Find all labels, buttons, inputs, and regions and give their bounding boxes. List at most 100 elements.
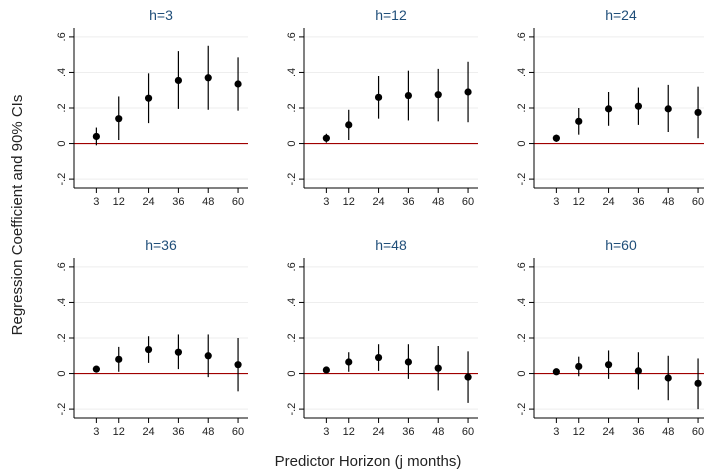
panel-4-point-5: [204, 352, 212, 360]
panel-5-x-tick-label-5: 60: [462, 426, 474, 438]
panel-1-point-2: [115, 115, 123, 123]
panel-4-x-tick-label-5: 60: [232, 426, 244, 438]
panel-1-x-tick-label-0: 3: [93, 196, 99, 208]
panel-6-x-tick-label-4: 48: [662, 426, 674, 438]
panel-5-x-tick-label-2: 24: [372, 426, 384, 438]
panel-1-x-tick-label-1: 12: [113, 196, 125, 208]
panel-6-x-tick-label-2: 24: [602, 426, 614, 438]
panel-3-x-tick-label-4: 48: [662, 196, 674, 208]
panel-3-point-5: [664, 105, 672, 113]
panel-2-point-6: [464, 88, 472, 96]
panel-6-point-6: [694, 379, 702, 387]
panel-3-x-tick-label-5: 60: [692, 196, 704, 208]
panel-6-y-tick-label-3: .4: [516, 298, 528, 307]
panel-5-point-6: [464, 373, 472, 381]
panel-5-x-tick-label-3: 36: [402, 426, 414, 438]
panel-4-title: h=36: [145, 237, 177, 253]
panel-6-x-tick-label-5: 60: [692, 426, 704, 438]
panel-1-point-3: [144, 94, 153, 102]
panel-2-x-tick-label-3: 36: [402, 196, 414, 208]
x-axis-title: Predictor Horizon (j months): [275, 453, 462, 470]
panel-4-y-tick-label-4: .6: [56, 262, 68, 271]
panel-6-title: h=60: [605, 237, 637, 253]
panel-2: h=12 -.2 0 .2 .4 .6 3 12 24 36 48 60: [286, 7, 478, 208]
panel-4-x-tick-label-0: 3: [93, 426, 99, 438]
panel-6-y-tick-label-0: -.2: [516, 403, 528, 416]
panel-2-x-tick-label-1: 12: [343, 196, 355, 208]
panel-6-point-2: [575, 362, 583, 371]
panel-5-x-tick-label-4: 48: [432, 426, 444, 438]
panel-5-point-1: [322, 366, 330, 374]
panel-5-y-tick-label-3: .4: [286, 298, 298, 307]
panel-5-point-4: [404, 358, 412, 366]
panel-6-x-tick-label-3: 36: [632, 426, 644, 438]
panel-2-point-1: [322, 134, 330, 142]
panel-3-x-tick-label-3: 36: [632, 196, 644, 208]
panel-3-point-1: [552, 134, 560, 142]
panel-6-point-3: [604, 361, 613, 369]
panel-grid: h=3 -.2 0 .2 .4 .6 3 12 24 36 48 60 h=12 -.2 0 .2 .4 .6 3 1…: [56, 7, 704, 438]
panel-3-x-tick-label-2: 24: [602, 196, 614, 208]
panel-2-y-tick-label-4: .6: [286, 32, 298, 41]
panel-2-y-tick-label-2: .2: [286, 103, 298, 112]
panel-4-y-tick-label-3: .4: [56, 298, 68, 307]
panel-1: h=3 -.2 0 .2 .4 .6 3 12 24 36 48 60: [56, 7, 248, 208]
panel-3-y-tick-label-4: .6: [516, 32, 528, 41]
panel-4-x-tick-label-1: 12: [113, 426, 125, 438]
panel-4-y-tick-label-0: -.2: [56, 403, 68, 416]
panel-3-y-tick-label-2: .2: [516, 103, 528, 112]
panel-3-point-2: [575, 117, 583, 125]
panel-2-title: h=12: [375, 7, 407, 23]
panel-1-y-tick-label-3: .4: [56, 68, 68, 77]
panel-6-x-tick-label-1: 12: [573, 426, 585, 438]
panel-2-point-3: [374, 93, 383, 101]
panel-3-point-4: [634, 102, 643, 110]
panel-6-y-tick-label-1: 0: [516, 370, 528, 376]
panel-4-point-4: [174, 348, 182, 356]
panel-1-title: h=3: [149, 7, 173, 23]
panel-1-x-tick-label-5: 60: [232, 196, 244, 208]
panel-5-point-5: [434, 364, 442, 372]
panel-1-point-6: [234, 80, 242, 88]
panel-3: h=24 -.2 0 .2 .4 .6 3 12 24 36 48 60: [516, 7, 704, 208]
panel-4-y-tick-label-1: 0: [56, 370, 68, 376]
panel-4-y-tick-label-2: .2: [56, 333, 68, 342]
panel-2-point-2: [345, 121, 353, 129]
panel-4-x-tick-label-4: 48: [202, 426, 214, 438]
panel-3-title: h=24: [605, 7, 637, 23]
panel-1-y-tick-label-4: .6: [56, 32, 68, 41]
panel-4-point-3: [144, 345, 153, 354]
panel-2-x-tick-label-0: 3: [323, 196, 329, 208]
panel-4-x-tick-label-2: 24: [142, 426, 154, 438]
panel-3-y-tick-label-3: .4: [516, 68, 528, 77]
panel-6: h=60 -.2 0 .2 .4 .6 3 12 24 36 48 60: [516, 237, 704, 438]
panel-2-y-tick-label-3: .4: [286, 68, 298, 77]
panel-2-x-tick-label-5: 60: [462, 196, 474, 208]
panel-3-x-tick-label-1: 12: [573, 196, 585, 208]
panel-1-point-4: [174, 76, 182, 85]
panel-5-y-tick-label-1: 0: [286, 370, 298, 376]
panel-5-y-tick-label-0: -.2: [286, 403, 298, 416]
panel-6-point-5: [664, 374, 672, 382]
panel-4: h=36 -.2 0 .2 .4 .6 3 12 24 36 48 60: [56, 237, 248, 438]
panel-4-point-1: [92, 365, 100, 373]
panel-3-x-tick-label-0: 3: [553, 196, 559, 208]
panel-3-y-tick-label-0: -.2: [516, 173, 528, 186]
panel-5-y-tick-label-2: .2: [286, 333, 298, 342]
panel-2-point-5: [434, 91, 442, 99]
panel-6-point-4: [634, 367, 643, 375]
panel-5-title: h=48: [375, 237, 407, 253]
panel-6-x-tick-label-0: 3: [553, 426, 559, 438]
panel-4-point-2: [115, 355, 123, 363]
panel-4-point-6: [234, 361, 242, 369]
panel-6-point-1: [552, 368, 560, 376]
panel-3-y-tick-label-1: 0: [516, 140, 528, 146]
panel-2-y-tick-label-0: -.2: [286, 173, 298, 186]
panel-3-point-3: [604, 105, 613, 113]
panel-6-y-tick-label-2: .2: [516, 333, 528, 342]
panel-5-point-3: [374, 353, 383, 362]
panel-1-y-tick-label-1: 0: [56, 140, 68, 146]
panel-6-y-tick-label-4: .6: [516, 262, 528, 271]
panel-5-x-tick-label-0: 3: [323, 426, 329, 438]
